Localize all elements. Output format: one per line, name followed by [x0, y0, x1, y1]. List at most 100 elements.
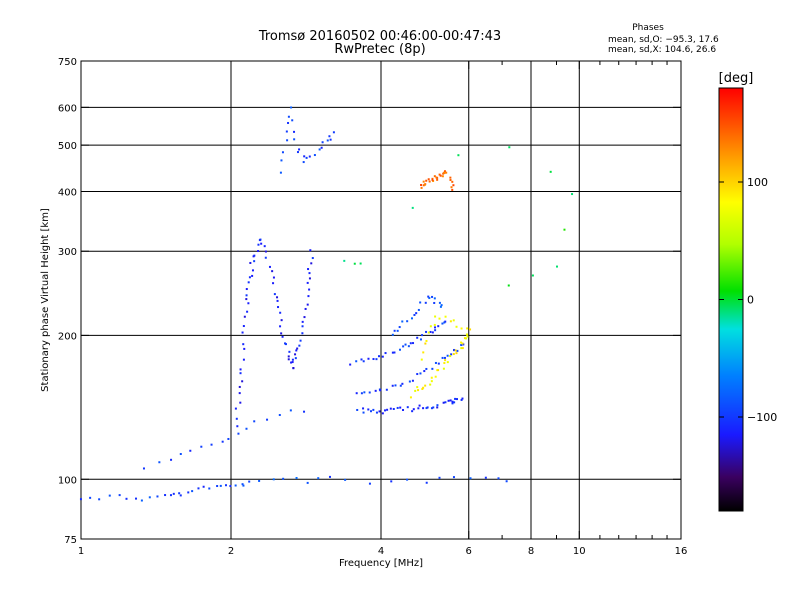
data-point-F-column [257, 250, 260, 253]
data-point-F-column [301, 320, 304, 323]
data-point-F-column [304, 307, 307, 310]
data-point-F2-high [291, 119, 294, 122]
data-point-E-echo [241, 483, 244, 486]
data-point-E-O [125, 497, 128, 500]
data-point-E-echo [258, 479, 261, 482]
data-point-X-high [442, 172, 445, 175]
data-point-Fx-band-3 [434, 326, 437, 329]
data-point-Fx-spread [427, 331, 430, 334]
data-point-X-high [441, 175, 444, 178]
data-point-F2-high [293, 138, 296, 141]
data-point-F-column [307, 295, 310, 298]
data-point-Fx-band-3 [431, 331, 434, 334]
data-point-X-high [449, 179, 452, 182]
data-point-F-low [142, 467, 145, 470]
data-point-Fx-band-4 [431, 295, 434, 298]
data-point-F-low [200, 445, 203, 448]
data-point-E-O [156, 495, 159, 498]
data-point-E-O [219, 484, 222, 487]
data-point-F2-high [321, 141, 324, 144]
data-point-Fx-band-4 [428, 297, 431, 300]
data-point-E-O [229, 485, 232, 488]
data-point-E-O [169, 494, 172, 497]
data-point-X-high [443, 170, 446, 173]
data-point-Fx-band-1 [449, 399, 452, 402]
data-point-Fx-band-3 [404, 343, 407, 346]
data-point-F-column [288, 350, 291, 353]
data-point-F-column [287, 358, 290, 361]
data-point-Fx-band-1 [396, 406, 399, 409]
data-point-F-column [239, 368, 242, 371]
data-point-F2-high [290, 106, 293, 109]
data-point-X-high [451, 188, 454, 191]
data-point-F2-high [302, 161, 305, 164]
data-point-Fx-spread [469, 328, 472, 331]
data-point-F-column [299, 339, 302, 342]
data-point-Fx-band-3 [393, 351, 396, 354]
data-point-Fx-spread [421, 387, 424, 390]
data-point-Fx-band-1 [362, 411, 365, 414]
data-point-Fx-spread [455, 325, 458, 328]
data-point-Fx-band-1 [453, 401, 456, 404]
data-point-Fx-band-2 [431, 367, 434, 370]
colorbar-label: [deg] [719, 71, 754, 86]
data-point-F-column [272, 282, 275, 285]
data-point-F2-high [313, 154, 316, 157]
x-tick-label: 6 [466, 546, 472, 557]
data-point-X-high [420, 183, 423, 186]
data-point-Fx-band-4 [391, 333, 394, 336]
data-point-Fx-spread [452, 353, 455, 356]
data-point-Fx-band-1 [383, 409, 386, 412]
data-point-Fx-spread [454, 349, 457, 352]
data-point-F-column [264, 250, 267, 253]
data-point-E-echo [425, 481, 428, 484]
data-point-Fx-spread [460, 327, 463, 330]
data-point-Fx-band-4 [413, 313, 416, 316]
data-point-F2-high [332, 131, 335, 134]
data-point-scatter [563, 228, 566, 231]
data-point-F2-high [296, 151, 299, 154]
data-point-F-column [287, 355, 290, 358]
data-point-Fx-band-1 [392, 407, 395, 410]
data-point-Fx-spread [461, 347, 464, 350]
data-point-F-column [295, 349, 298, 352]
data-point-Fx-band-3 [407, 345, 410, 348]
data-point-Fx-spread [417, 389, 420, 392]
data-point-Fx-spread [461, 342, 464, 345]
data-point-Fx-band-1 [447, 399, 450, 402]
data-point-F-column [242, 358, 245, 361]
data-point-Fx-band-2 [374, 389, 377, 392]
y-tick-label: 75 [64, 535, 77, 546]
data-point-Fx-band-2 [453, 348, 456, 351]
data-point-Fx-band-1 [442, 401, 445, 404]
data-point-Fx-band-1 [389, 407, 392, 410]
data-point-Fx-band-3 [402, 345, 405, 348]
data-point-Fx-band-1 [425, 407, 428, 410]
data-point-E-O [216, 485, 219, 488]
data-point-F-column [234, 407, 237, 410]
data-point-F-column [241, 380, 244, 383]
data-point-E-O [135, 497, 138, 500]
data-point-Fx-spread [465, 333, 468, 336]
data-point-F-column [306, 281, 309, 284]
data-point-E-O [197, 487, 200, 490]
data-point-F2-high [279, 171, 282, 174]
data-point-F-column [251, 274, 254, 277]
chart-title: Tromsø 20160502 00:46:00-00:47:43 [258, 29, 501, 44]
data-point-F-column [276, 299, 279, 302]
data-point-F-column [280, 319, 283, 322]
data-point-scatter [531, 274, 534, 277]
data-point-Fx-band-3 [362, 360, 365, 363]
data-point-E-echo [469, 477, 472, 480]
data-point-F-low [289, 409, 292, 412]
colorbar-tick-label: 0 [747, 294, 754, 307]
data-point-F-low [227, 437, 230, 440]
data-point-F-column [284, 342, 287, 345]
data-point-F2-high [293, 130, 296, 133]
data-point-F-column [243, 315, 246, 318]
data-point-E-O [98, 498, 101, 501]
data-point-F2-high [329, 138, 332, 141]
data-point-F-column [238, 392, 241, 395]
data-point-Fx-spread [442, 367, 445, 370]
data-point-X-high [449, 176, 452, 179]
